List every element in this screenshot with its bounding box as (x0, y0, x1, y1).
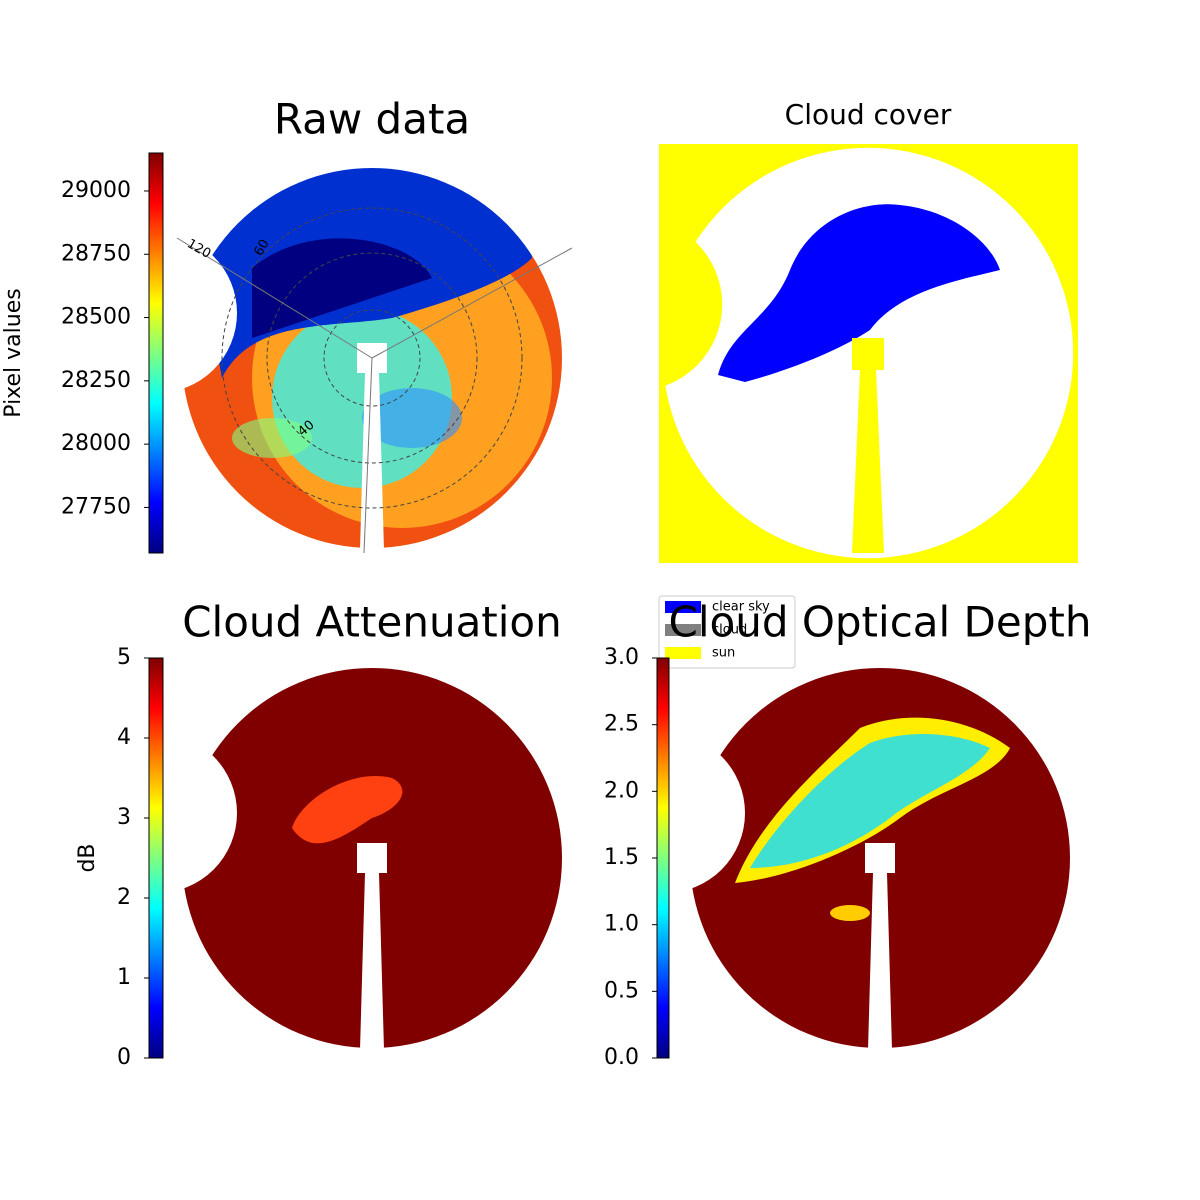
colorbar-tick-label: 5 (117, 645, 131, 670)
colorbar-tick-label: 1.5 (604, 845, 639, 870)
optical-depth-image (680, 658, 1080, 1058)
colorbar-tick-label: 4 (117, 725, 131, 750)
panel-title: Cloud Optical Depth (669, 598, 1092, 647)
legend-label: clear sky (712, 600, 770, 615)
colorbar-tick-label: 1.0 (604, 912, 639, 937)
colorbar (148, 152, 164, 554)
colorbar-tick-label: 28250 (61, 368, 131, 393)
panel-title: Cloud cover (785, 98, 952, 131)
colorbar-label: dB (75, 843, 100, 872)
colorbar-tick-label: 0 (117, 1045, 131, 1070)
colorbar-tick-label: 2.5 (604, 712, 639, 737)
colorbar-tick-label: 3.0 (604, 645, 639, 670)
colorbar-tick-label: 27750 (61, 494, 131, 519)
legend-swatch (665, 601, 701, 613)
raw-image (172, 158, 573, 558)
mask-image (652, 136, 1084, 569)
colorbar-tick-label: 0.5 (604, 978, 639, 1003)
colorbar (656, 657, 670, 1059)
panel-title: Raw data (274, 95, 470, 144)
colorbar-label: Pixel values (1, 288, 26, 417)
colorbar-tick-label: 2 (117, 885, 131, 910)
colorbar-tick-label: 1 (117, 965, 131, 990)
colorbar-tick-label: 3 (117, 805, 131, 830)
colorbar (148, 657, 164, 1059)
colorbar-tick-label: 28750 (61, 241, 131, 266)
legend-swatch (665, 647, 701, 659)
attenuation-image (172, 658, 572, 1058)
colorbar-tick-label: 28500 (61, 305, 131, 330)
legend-label: cloud (712, 623, 747, 638)
polar-label: 60 (252, 237, 273, 259)
colorbar-tick-label: 0.0 (604, 1045, 639, 1070)
legend-swatch (665, 624, 701, 636)
colorbar-tick-label: 28000 (61, 431, 131, 456)
colorbar-tick-label: 29000 (61, 178, 131, 203)
panel-title: Cloud Attenuation (182, 598, 562, 647)
legend-label: sun (712, 646, 735, 661)
colorbar-tick-label: 2.0 (604, 778, 639, 803)
